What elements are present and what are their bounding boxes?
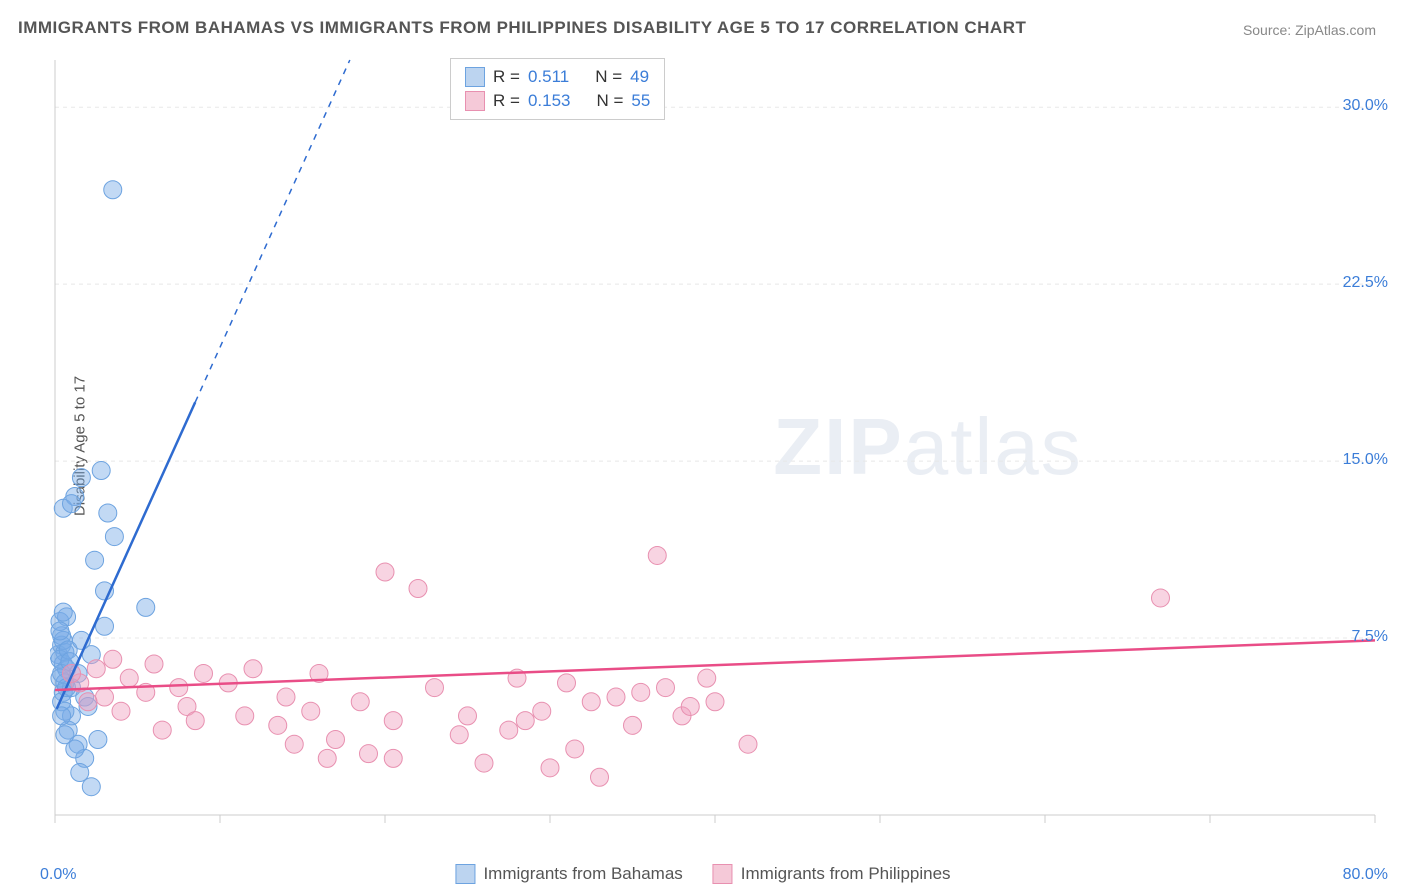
legend-row-philippines: R = 0.153 N = 55 [465, 89, 650, 113]
n-value-philippines: 55 [631, 89, 650, 113]
chart-title: IMMIGRANTS FROM BAHAMAS VS IMMIGRANTS FR… [18, 18, 1026, 38]
source-credit: Source: ZipAtlas.com [1243, 22, 1376, 38]
y-tick-label: 30.0% [1343, 97, 1388, 115]
swatch-bahamas [465, 67, 485, 87]
legend-item-bahamas: Immigrants from Bahamas [455, 864, 682, 884]
swatch-bahamas [455, 864, 475, 884]
y-tick-label: 22.5% [1343, 274, 1388, 292]
r-value-bahamas: 0.511 [528, 65, 569, 89]
y-tick-label: 7.5% [1352, 628, 1388, 646]
r-value-philippines: 0.153 [528, 89, 571, 113]
correlation-legend: R = 0.511 N = 49 R = 0.153 N = 55 [450, 58, 665, 120]
scatter-plot [50, 55, 1380, 845]
r-label: R = [493, 89, 520, 113]
x-axis-max-label: 80.0% [1343, 866, 1388, 884]
source-prefix: Source: [1243, 22, 1295, 38]
series-legend: Immigrants from Bahamas Immigrants from … [455, 864, 950, 884]
chart-container: IMMIGRANTS FROM BAHAMAS VS IMMIGRANTS FR… [0, 0, 1406, 892]
n-label: N = [596, 89, 623, 113]
n-value-bahamas: 49 [630, 65, 649, 89]
series-name-philippines: Immigrants from Philippines [741, 864, 951, 884]
source-link[interactable]: ZipAtlas.com [1295, 22, 1376, 38]
r-label: R = [493, 65, 520, 89]
swatch-philippines [465, 91, 485, 111]
series-name-bahamas: Immigrants from Bahamas [483, 864, 682, 884]
swatch-philippines [713, 864, 733, 884]
y-tick-label: 15.0% [1343, 451, 1388, 469]
legend-item-philippines: Immigrants from Philippines [713, 864, 951, 884]
legend-row-bahamas: R = 0.511 N = 49 [465, 65, 650, 89]
x-axis-min-label: 0.0% [40, 866, 76, 884]
n-label: N = [595, 65, 622, 89]
